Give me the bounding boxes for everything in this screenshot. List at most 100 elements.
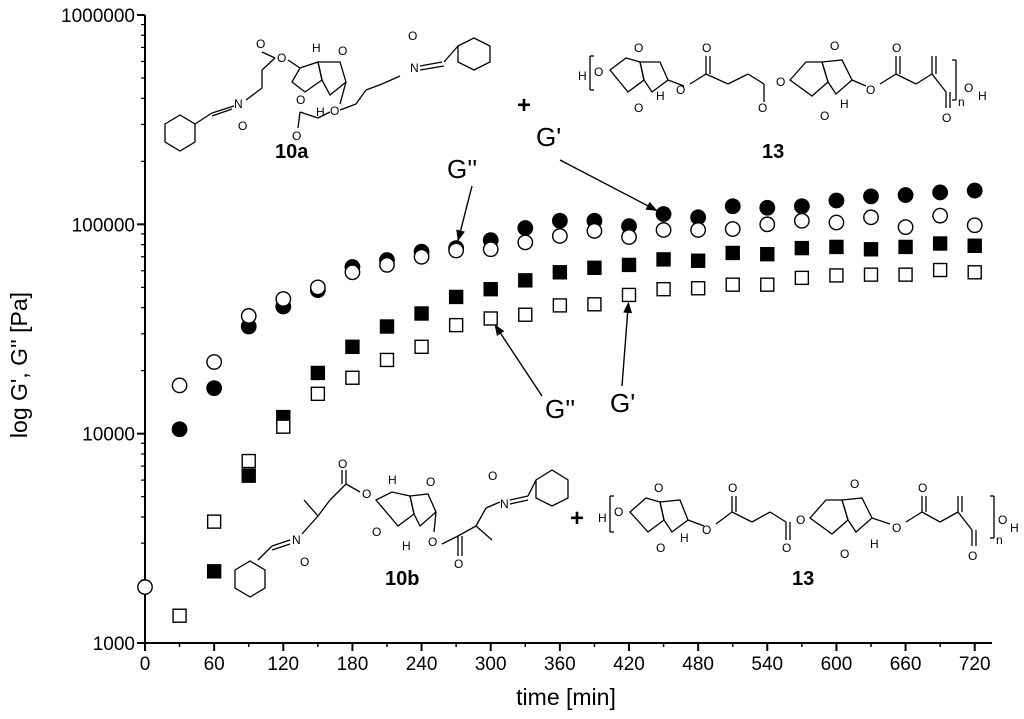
atom-h: H [978,89,987,103]
x-tick-label: 420 [613,654,645,675]
x-tick-label: 600 [821,654,853,675]
data-point-open-square [863,267,879,282]
data-point-filled-square [656,252,671,267]
atom-o: O [292,129,301,143]
atom-o: O [964,81,973,95]
atom-o: O [942,111,951,125]
data-point-filled-circle [932,184,949,201]
atom-o: O [782,541,791,555]
data-point-open-square [414,339,429,354]
x-tick-label: 300 [475,654,507,675]
x-tick-label: 540 [751,654,783,675]
x-tick-label: 660 [890,654,922,675]
atom-h: H [402,539,411,553]
data-point-open-circle [932,207,949,224]
atom-o: O [892,521,901,535]
y-axis-title: log G', G'' [Pa] [6,292,32,438]
data-point-filled-square [863,242,879,257]
atom-o: O [892,41,901,55]
annotation-arrow [621,301,633,387]
data-point-filled-square [587,260,602,275]
data-point-open-circle [897,219,914,236]
atom-o: O [728,481,737,495]
data-point-open-square [898,267,913,282]
data-point-filled-square [621,257,637,273]
ticks: 0 60 120 180 240 300 360 420 480 540 600 660 720 1000… [61,6,991,675]
x-tick-label: 240 [406,654,438,675]
structure-10b: N O O O H O O H O O N O [234,457,569,598]
data-point-filled-square [760,246,775,262]
atom-h: H [656,89,665,103]
atom-h: H [870,537,879,551]
atom-o: O [830,39,839,53]
data-point-open-square [276,419,291,434]
atom-h: H [598,511,607,525]
atom-o: O [654,481,663,495]
data-point-open-circle [966,217,983,234]
compound-label-13-bottom: 13 [792,568,814,590]
data-point-open-square [345,370,360,385]
data-point-filled-square [967,238,982,253]
annotation-arrow [559,159,658,211]
data-point-open-circle [482,241,499,258]
atom-o-minus: O [488,469,497,483]
subscript-n: n [958,95,965,109]
atom-n-plus: N [234,97,243,111]
data-point-filled-square [518,273,533,288]
data-point-filled-circle [724,198,741,215]
x-tick-label: 60 [204,654,225,675]
atom-o: O [256,37,265,51]
compound-label-10a: 10a [275,141,309,163]
data-point-filled-circle [793,198,810,215]
atom-o: O [866,83,875,97]
data-point-open-circle [863,209,879,226]
atom-h: H [840,97,849,111]
data-point-open-square [690,281,706,296]
atom-n-plus: N [500,497,509,511]
atom-o: O [362,487,371,501]
data-point-filled-square [552,265,568,280]
data-point-open-circle [171,377,188,394]
data-point-open-circle [275,291,292,307]
atom-o-minus: O [408,29,417,43]
annotation-label: G' [610,388,635,418]
annotation-label: G'' [545,394,575,424]
plus-sign-bottom: + [570,505,584,532]
atom-o: O [614,505,623,519]
data-point-filled-circle [863,188,879,205]
data-point-filled-square [448,289,464,305]
annotation-arrow [456,185,473,242]
y-tick-label: 10000 [82,425,135,446]
atom-o: O [338,457,347,471]
y-tick-label: 100000 [72,215,135,236]
atom-n-plus: N [410,61,419,75]
data-point-filled-circle [828,192,845,209]
atom-h: H [680,531,689,545]
annotation-arrow [494,324,543,397]
data-point-filled-square [345,339,360,354]
axes [144,15,992,644]
data-point-filled-square [241,468,256,483]
atom-o: O [454,557,463,571]
atom-h: H [316,105,325,119]
structure-13-bottom: H O O O H O O O O O O H O O [598,477,1019,563]
atom-o: O [277,51,286,65]
data-point-filled-square [932,236,948,251]
x-tick-label: 180 [337,654,369,675]
data-point-filled-square [414,306,429,321]
data-point-open-square [725,277,740,292]
data-point-open-circle [621,229,637,245]
data-point-filled-square [829,239,844,255]
atom-o: O [634,101,643,115]
data-point-filled-square [206,564,222,579]
data-point-open-square [310,386,326,402]
data-points [137,182,983,623]
data-point-open-square [172,608,187,623]
data-point-filled-circle [171,421,188,438]
data-point-open-circle [586,223,603,239]
data-point-filled-circle [966,182,983,199]
data-point-open-circle [309,279,326,296]
data-point-open-circle [206,354,223,370]
compound-label-13-top: 13 [762,141,784,163]
data-point-filled-square [794,240,810,256]
